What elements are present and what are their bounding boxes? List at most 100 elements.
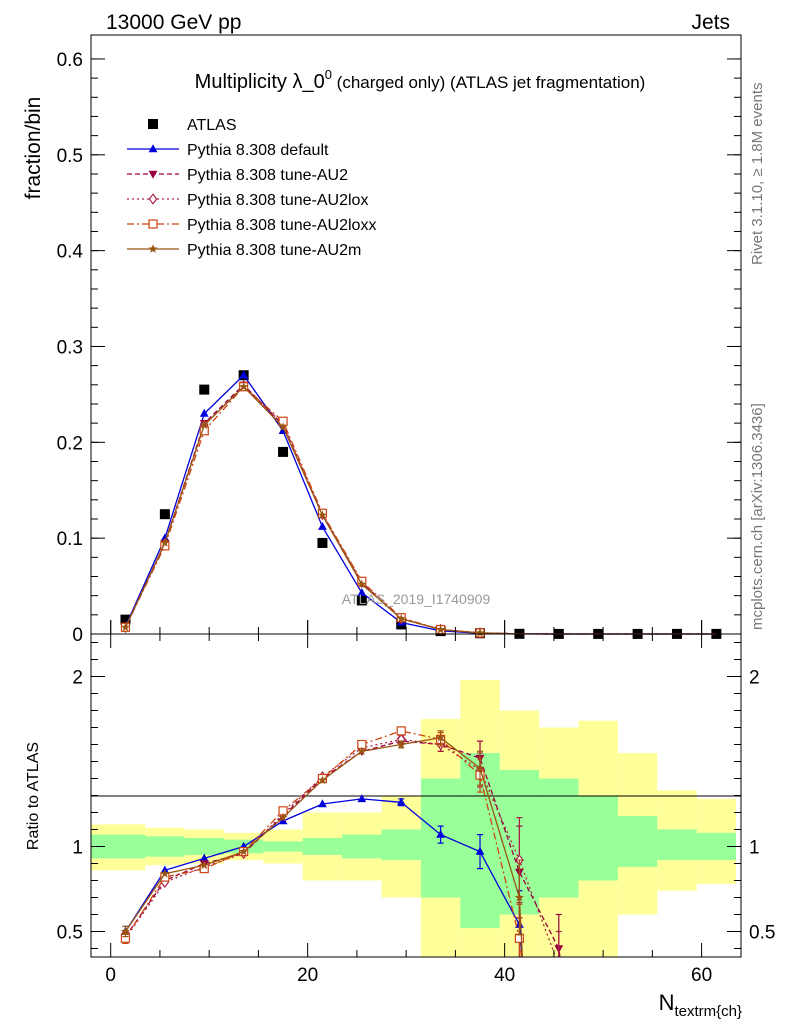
legend-marker — [148, 219, 158, 229]
ratio-series-line — [124, 798, 523, 957]
watermark: ATLAS_2019_I1740909 — [342, 591, 491, 607]
legend-label: Pythia 8.308 tune-AU2lox — [187, 192, 368, 209]
ratio-y-tick-label-right: 1 — [749, 838, 760, 859]
legend-entry: Pythia 8.308 tune-AU2lox — [127, 192, 368, 209]
main-y-tick-label: 0.2 — [57, 433, 83, 454]
data-point — [356, 595, 367, 606]
legend-entry: ATLAS — [148, 117, 237, 134]
mcplots-label: mcplots.cern.ch [arXiv:1306.3436] — [749, 403, 766, 630]
main-y-tick-label: 0.6 — [57, 50, 83, 71]
ratio-data-point — [160, 868, 170, 878]
ratio-series-line — [124, 737, 524, 957]
data-point — [278, 446, 289, 457]
data-point — [239, 370, 249, 379]
legend-label: Pythia 8.308 tune-AU2m — [187, 242, 361, 259]
ratio-data-point — [199, 860, 209, 870]
data-point — [160, 538, 170, 547]
x-tick-label: 40 — [494, 965, 515, 986]
x-tick-label: 0 — [105, 965, 116, 986]
ratio-plot-content — [120, 726, 564, 971]
data-point — [120, 622, 130, 632]
ratio-y-tick-label: 2 — [72, 668, 83, 689]
ratio-series-pythia-8-308-tune-au2m — [120, 730, 524, 957]
data-point — [475, 628, 485, 637]
data-point — [120, 614, 131, 625]
ratio-data-point — [436, 829, 446, 838]
rivet-version-label: Rivet 3.1.10, ≥ 1.8M events — [749, 83, 766, 266]
header-jets-label: Jets — [691, 11, 730, 34]
x-axis: 0 20 40 60 — [105, 620, 712, 986]
legend-label: Pythia 8.308 default — [187, 142, 329, 159]
data-point — [357, 587, 367, 596]
data-point — [160, 533, 170, 542]
legend-label: ATLAS — [187, 117, 237, 134]
legend-label: Pythia 8.308 tune-AU2loxx — [187, 217, 376, 234]
chart-title-main: Multiplicity λ_0 — [195, 71, 325, 93]
ratio-plot-panel: 0.5 0.5 1 1 2 2 0 20 40 60 Ratio to ATLAS Ntextr… — [25, 620, 775, 1020]
main-y-axis-label: fraction/bin — [22, 97, 45, 200]
chart-title: Multiplicity λ_00 (charged only) (ATLAS … — [195, 67, 646, 93]
ratio-band-green — [184, 838, 224, 855]
ratio-band-green — [578, 795, 618, 881]
ratio-series-group — [120, 726, 564, 971]
data-point — [199, 384, 210, 395]
legend-marker — [148, 193, 158, 205]
legend-marker — [148, 144, 158, 153]
data-point — [357, 579, 367, 588]
main-y-tick-label: 0.5 — [57, 146, 83, 167]
ratio-band-green — [342, 834, 382, 859]
data-point — [436, 624, 446, 634]
ratio-data-point — [239, 846, 249, 856]
data-point — [317, 537, 328, 548]
ratio-band-green — [263, 841, 303, 852]
ratio-y-axis-label: Ratio to ATLAS — [25, 742, 42, 850]
main-y-tick-label: 0 — [72, 625, 83, 646]
ratio-data-point — [317, 775, 327, 785]
ratio-band-green — [657, 829, 697, 861]
legend-marker — [148, 244, 158, 253]
data-point — [159, 509, 170, 520]
ratio-data-point — [436, 732, 446, 742]
data-point — [199, 420, 209, 429]
ratio-data-point — [199, 853, 209, 862]
ratio-band-green — [145, 836, 185, 857]
ratio-band-green — [302, 838, 343, 855]
main-y-tick-label: 0.3 — [57, 337, 83, 358]
ratio-y-tick-label: 0.5 — [57, 923, 83, 944]
ratio-data-point — [396, 739, 406, 749]
ratio-data-point — [475, 763, 485, 773]
legend-marker — [148, 119, 158, 129]
ratio-band-green — [617, 815, 658, 867]
ratio-y-tick-label: 1 — [72, 838, 83, 859]
legend-entry: Pythia 8.308 tune-AU2loxx — [127, 217, 376, 234]
data-point — [318, 521, 327, 530]
legend-entry: Pythia 8.308 default — [127, 142, 329, 159]
legend-marker — [148, 170, 158, 179]
data-point — [239, 381, 249, 391]
main-y-tick-label: 0.4 — [57, 242, 84, 263]
x-axis-label-main: N — [659, 990, 675, 1015]
main-y-tick-label: 0.1 — [57, 529, 83, 550]
ratio-data-point — [396, 797, 406, 806]
data-point — [317, 510, 327, 519]
ratio-data-point — [357, 746, 367, 756]
chart-title-superscript: 0 — [325, 67, 332, 82]
legend-label: Pythia 8.308 tune-AU2 — [187, 167, 348, 184]
ratio-data-point — [396, 726, 406, 736]
ratio-uncertainty-bands — [91, 679, 737, 957]
header-energy-label: 13000 GeV pp — [106, 11, 241, 34]
ratio-y-axis: 0.5 0.5 1 1 2 2 — [57, 642, 775, 949]
chart-title-rest: (charged only) (ATLAS jet fragmentation) — [332, 73, 645, 92]
data-point — [396, 613, 406, 623]
ratio-band-green — [381, 829, 421, 861]
ratio-series-line — [124, 730, 522, 957]
ratio-y-tick-label-right: 0.5 — [749, 923, 775, 944]
ratio-data-point — [120, 926, 130, 936]
ratio-data-point — [514, 892, 524, 902]
ratio-data-point — [555, 961, 562, 971]
legend: ATLAS Pythia 8.308 default Pythia 8.308 tu… — [127, 117, 376, 259]
x-axis-label: Ntextrm{ch} — [659, 990, 742, 1020]
x-tick-label: 20 — [297, 965, 318, 986]
x-tick-label: 60 — [691, 965, 712, 986]
ratio-data-point — [318, 799, 327, 808]
